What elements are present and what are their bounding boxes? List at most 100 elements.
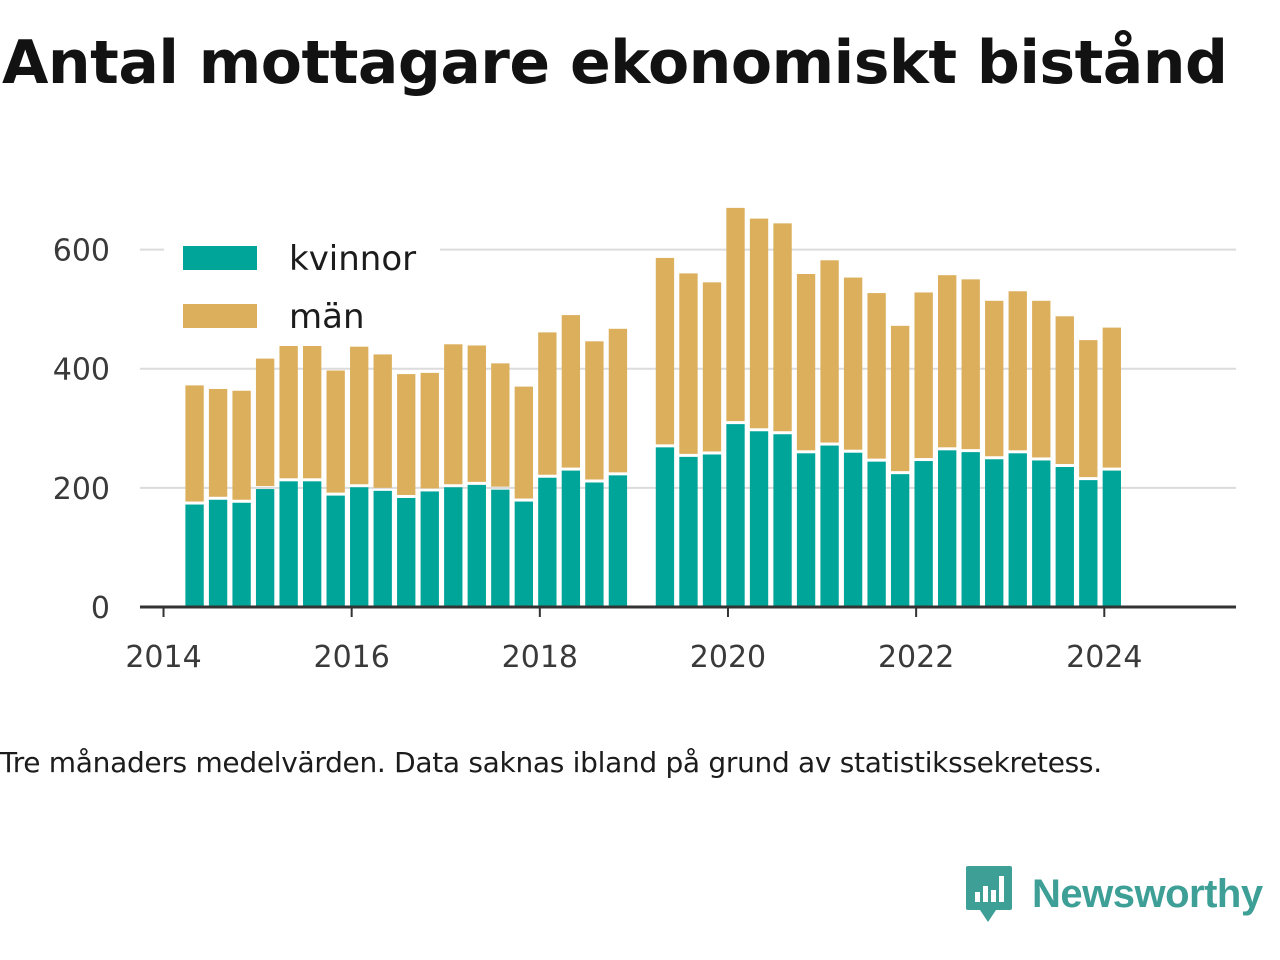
bar-kvinnor — [326, 495, 345, 607]
bar-kvinnor — [350, 487, 369, 607]
bar-kvinnor — [890, 474, 910, 607]
chart-caption: Tre månaders medelvärden. Data saknas ib… — [0, 746, 1102, 779]
bar-man — [914, 292, 933, 459]
bar-man — [538, 332, 557, 475]
x-tick-label: 2014 — [125, 640, 201, 675]
bar-man — [985, 300, 1004, 457]
bar-kvinnor — [985, 459, 1004, 607]
legend-label-man: män — [289, 297, 365, 337]
bar-man — [961, 279, 980, 450]
bar-man — [1102, 327, 1121, 468]
bar-man — [561, 315, 581, 468]
x-tick-label: 2020 — [690, 640, 766, 675]
bar-man — [350, 346, 369, 485]
bar-man — [867, 293, 886, 459]
bar-man — [890, 325, 910, 472]
bar-kvinnor — [185, 504, 204, 607]
bar-man — [302, 341, 322, 479]
bar-man — [279, 338, 298, 479]
x-tick-label: 2022 — [878, 640, 954, 675]
bar-kvinnor — [397, 497, 416, 607]
bar-man — [1079, 340, 1098, 478]
y-tick-label: 0 — [91, 591, 110, 626]
x-tick-label: 2016 — [313, 640, 389, 675]
bar-kvinnor — [726, 424, 745, 607]
bar-man — [938, 275, 957, 448]
bar-man — [773, 223, 792, 432]
bar-man — [679, 273, 698, 454]
chart-area: 0 200 400 600 2014 2016 2018 2020 2022 2024 kvinn… — [53, 207, 1236, 675]
y-tick-label: 200 — [53, 472, 110, 507]
bar-kvinnor — [820, 445, 839, 607]
bar-kvinnor — [938, 450, 957, 607]
bar-kvinnor — [1102, 470, 1121, 607]
chart-title: Antal mottagare ekonomiskt bistånd — [2, 28, 1228, 98]
bar-kvinnor — [749, 431, 769, 607]
bar-man — [608, 328, 628, 473]
bar-kvinnor — [279, 481, 298, 607]
bar-kvinnor — [373, 490, 392, 607]
bar-man — [467, 345, 486, 482]
bar-man — [749, 218, 769, 429]
bar-kvinnor — [914, 461, 933, 607]
bar-kvinnor — [444, 487, 463, 607]
bar-man — [491, 363, 510, 487]
legend-swatch-man — [183, 304, 257, 328]
bar-man — [185, 385, 204, 502]
bar-man — [726, 207, 745, 422]
bar-kvinnor — [1032, 460, 1051, 607]
bar-kvinnor — [302, 481, 322, 607]
bar-kvinnor — [491, 489, 510, 607]
x-tick-label: 2024 — [1066, 640, 1142, 675]
bar-kvinnor — [679, 456, 698, 607]
legend: kvinnor män — [164, 228, 440, 346]
bar-man — [1008, 291, 1027, 451]
legend-swatch-kvinnor — [183, 246, 257, 270]
newsworthy-brand[interactable]: Newsworthy — [964, 862, 1263, 926]
bar-kvinnor — [796, 453, 816, 607]
bar-kvinnor — [514, 501, 534, 607]
bar-man — [1055, 316, 1074, 465]
bar-man — [655, 257, 675, 445]
bar-kvinnor — [420, 491, 439, 607]
newsworthy-logo-icon — [966, 866, 1012, 922]
bar-man — [208, 388, 228, 497]
y-tick-label: 400 — [53, 353, 110, 388]
bar-kvinnor — [232, 502, 251, 607]
bar-kvinnor — [608, 475, 628, 607]
bar-kvinnor — [843, 452, 863, 607]
bar-kvinnor — [255, 489, 275, 607]
bar-man — [255, 358, 275, 487]
bar-kvinnor — [538, 477, 557, 607]
bar-man — [702, 282, 722, 452]
y-tick-label: 600 — [53, 234, 110, 269]
bar-man — [1032, 300, 1051, 458]
bar-kvinnor — [585, 482, 604, 607]
bar-kvinnor — [773, 434, 792, 607]
bar-man — [232, 390, 251, 500]
bar-man — [585, 341, 604, 480]
bar-kvinnor — [867, 461, 886, 607]
bar-kvinnor — [1079, 480, 1098, 607]
bar-man — [326, 370, 345, 493]
axes: 0 200 400 600 2014 2016 2018 2020 2022 2024 — [53, 234, 1236, 675]
bar-kvinnor — [208, 499, 228, 607]
bar-man — [397, 374, 416, 495]
bar-kvinnor — [702, 454, 722, 607]
x-tick-label: 2018 — [502, 640, 578, 675]
bar-man — [444, 344, 463, 485]
bar-kvinnor — [467, 484, 486, 607]
newsworthy-brand-name: Newsworthy — [1032, 871, 1263, 916]
bar-kvinnor — [561, 470, 581, 607]
bar-man — [796, 273, 816, 451]
bar-kvinnor — [1008, 453, 1027, 607]
bars — [185, 207, 1121, 607]
bar-man — [820, 260, 839, 443]
bar-man — [514, 386, 534, 499]
bar-kvinnor — [655, 447, 675, 607]
legend-label-kvinnor: kvinnor — [289, 239, 416, 279]
bar-man — [420, 372, 439, 489]
bar-kvinnor — [1055, 467, 1074, 607]
bar-man — [373, 354, 392, 488]
bar-man — [843, 277, 863, 450]
